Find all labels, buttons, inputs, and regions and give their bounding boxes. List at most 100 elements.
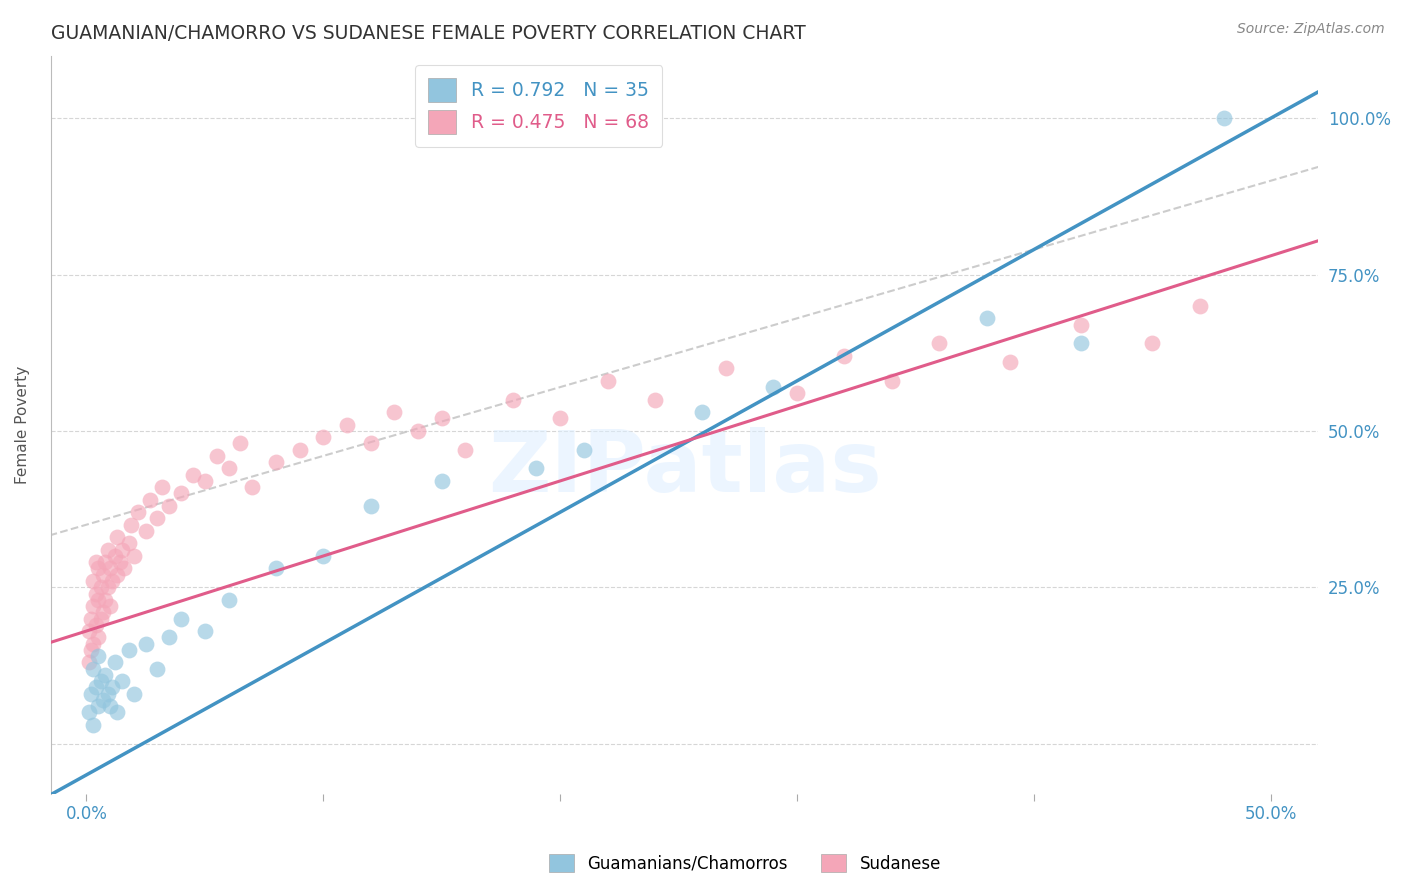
Legend: R = 0.792   N = 35, R = 0.475   N = 68: R = 0.792 N = 35, R = 0.475 N = 68: [415, 65, 662, 147]
Point: [84, 617, 107, 632]
Point: [118, 642, 141, 657]
Text: ZIPatlas: ZIPatlas: [488, 427, 882, 510]
Point: [82, 662, 104, 676]
Point: [572, 442, 595, 457]
Point: [170, 486, 193, 500]
Text: Source: ZipAtlas.com: Source: ZipAtlas.com: [1237, 22, 1385, 37]
Point: [644, 392, 666, 407]
Point: [336, 417, 359, 432]
Point: [112, 561, 135, 575]
Point: [90, 580, 112, 594]
Point: [360, 499, 382, 513]
Point: [111, 674, 134, 689]
Legend: Guamanians/Chamorros, Sudanese: Guamanians/Chamorros, Sudanese: [543, 847, 948, 880]
Point: [91, 605, 114, 619]
Point: [84, 681, 107, 695]
Point: [122, 687, 145, 701]
Point: [104, 549, 127, 563]
Point: [264, 455, 287, 469]
Point: [84, 586, 107, 600]
Point: [91, 567, 114, 582]
Point: [880, 374, 903, 388]
Point: [108, 555, 131, 569]
Point: [82, 599, 104, 613]
Point: [87, 592, 110, 607]
Point: [1142, 336, 1164, 351]
Point: [218, 592, 240, 607]
Point: [139, 492, 162, 507]
Point: [714, 361, 737, 376]
Point: [101, 574, 124, 588]
Point: [97, 580, 120, 594]
Point: [157, 499, 180, 513]
Point: [120, 517, 142, 532]
Point: [87, 630, 110, 644]
Point: [205, 449, 228, 463]
Point: [146, 662, 169, 676]
Point: [1188, 299, 1211, 313]
Point: [454, 442, 477, 457]
Point: [82, 718, 104, 732]
Point: [502, 392, 524, 407]
Point: [105, 567, 128, 582]
Point: [382, 405, 405, 419]
Point: [430, 474, 453, 488]
Point: [97, 687, 120, 701]
Point: [87, 699, 110, 714]
Point: [87, 561, 110, 575]
Point: [101, 681, 124, 695]
Point: [928, 336, 950, 351]
Point: [111, 542, 134, 557]
Point: [288, 442, 311, 457]
Point: [1000, 355, 1022, 369]
Point: [762, 380, 785, 394]
Point: [98, 699, 121, 714]
Point: [77, 624, 100, 638]
Point: [97, 542, 120, 557]
Point: [127, 505, 149, 519]
Point: [548, 411, 571, 425]
Point: [90, 674, 112, 689]
Point: [526, 461, 548, 475]
Point: [98, 561, 121, 575]
Point: [94, 555, 117, 569]
Point: [90, 611, 112, 625]
Point: [87, 648, 110, 663]
Point: [312, 430, 335, 444]
Point: [77, 706, 100, 720]
Point: [82, 574, 104, 588]
Point: [1212, 111, 1234, 125]
Point: [105, 530, 128, 544]
Point: [80, 642, 103, 657]
Point: [94, 592, 117, 607]
Point: [430, 411, 453, 425]
Point: [194, 474, 217, 488]
Point: [91, 693, 114, 707]
Point: [84, 555, 107, 569]
Point: [218, 461, 240, 475]
Point: [692, 405, 714, 419]
Point: [360, 436, 382, 450]
Point: [77, 656, 100, 670]
Point: [312, 549, 335, 563]
Point: [80, 687, 103, 701]
Point: [122, 549, 145, 563]
Point: [834, 349, 856, 363]
Point: [170, 611, 193, 625]
Point: [786, 386, 808, 401]
Point: [596, 374, 619, 388]
Point: [157, 630, 180, 644]
Point: [135, 524, 157, 538]
Point: [98, 599, 121, 613]
Point: [264, 561, 287, 575]
Point: [118, 536, 141, 550]
Point: [194, 624, 217, 638]
Point: [82, 636, 104, 650]
Point: [976, 311, 998, 326]
Point: [240, 480, 263, 494]
Point: [1070, 318, 1092, 332]
Point: [150, 480, 173, 494]
Point: [146, 511, 169, 525]
Point: [181, 467, 204, 482]
Point: [406, 424, 429, 438]
